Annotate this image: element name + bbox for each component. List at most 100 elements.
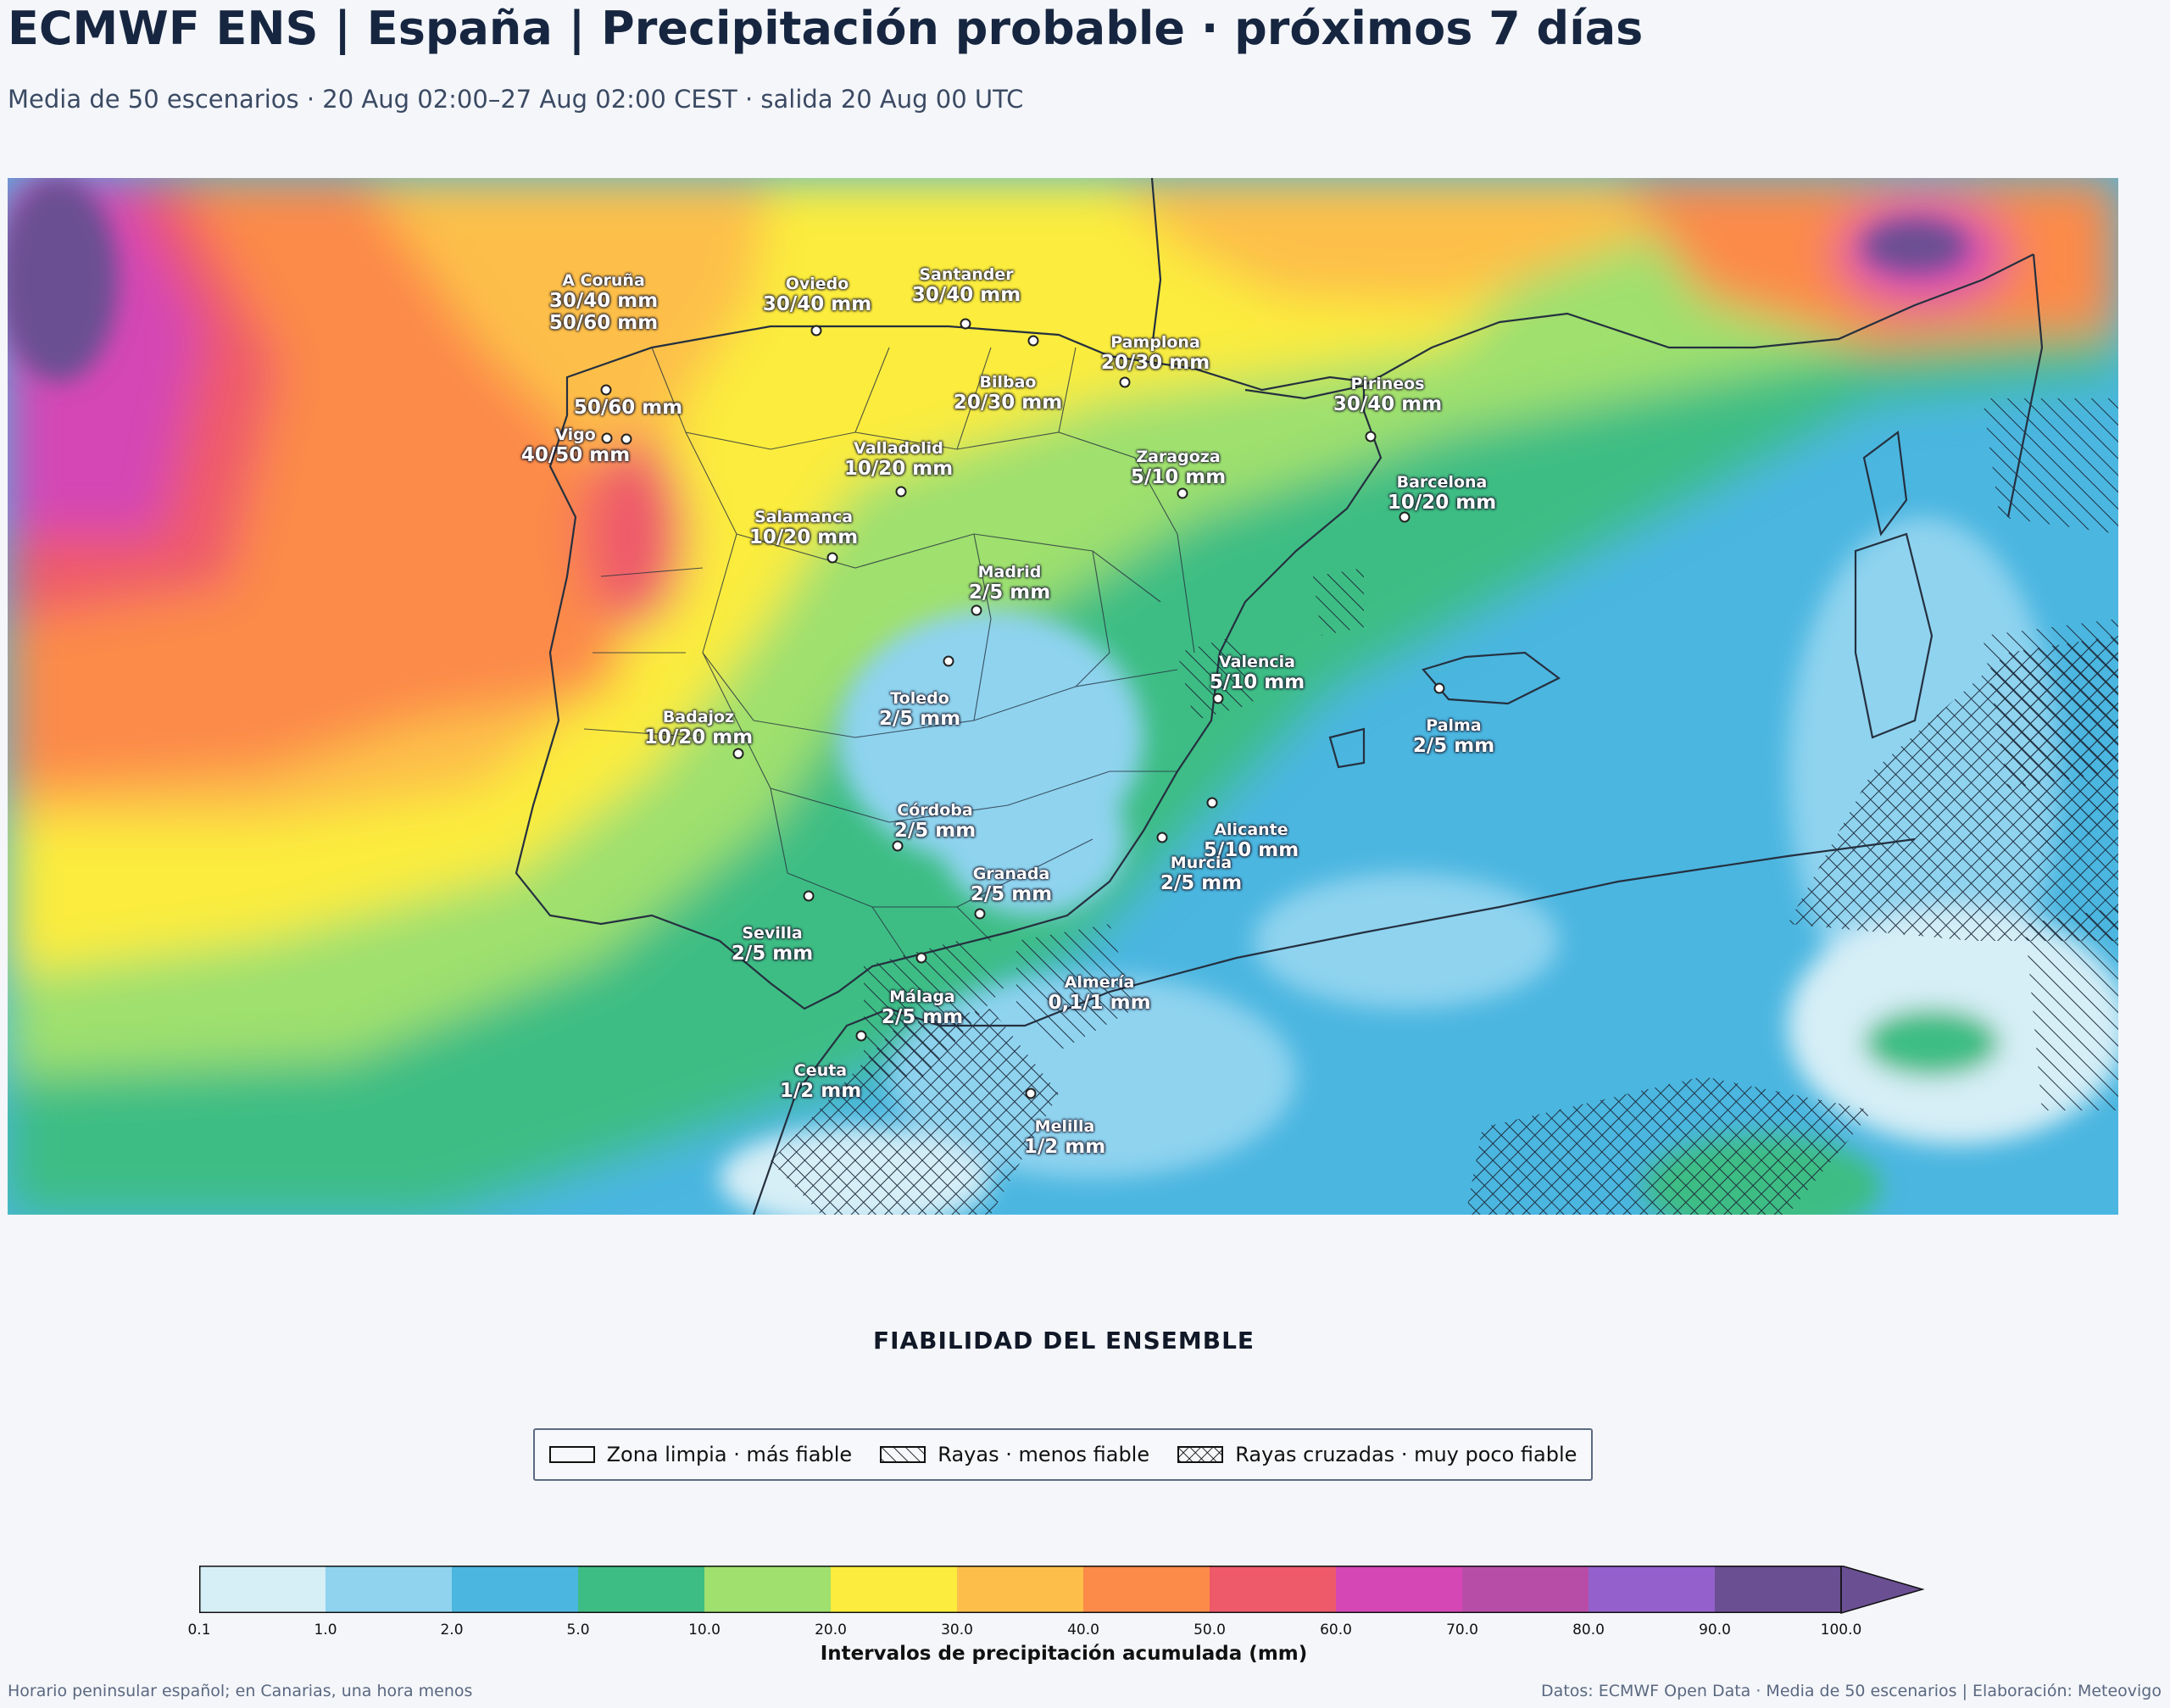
colorbar-tick-label: 5.0 — [566, 1622, 590, 1638]
city-dot-valencia[interactable] — [1212, 693, 1224, 704]
city-dot-sevilla[interactable] — [803, 890, 815, 902]
region-borders — [583, 347, 1195, 959]
colorbar-segment — [199, 1566, 326, 1613]
footer-note: Horario peninsular español; en Canarias,… — [8, 1682, 473, 1700]
city-label-pamplona: Pamplona 20/30 mm — [1100, 333, 1210, 374]
city-dot-vigo[interactable] — [601, 432, 613, 444]
city-dot-badajoz[interactable] — [732, 748, 744, 759]
page-subtitle: Media de 50 escenarios · 20 Aug 02:00–27… — [8, 85, 1024, 114]
city-dot-salamanca[interactable] — [826, 552, 838, 564]
city-dot-bilbao-coast[interactable] — [1027, 335, 1039, 347]
colorbar-segment — [1083, 1566, 1210, 1613]
coastlines — [515, 178, 2044, 1215]
city-label-madrid: Madrid 2/5 mm — [968, 563, 1051, 604]
city-dot-pirineos[interactable] — [1365, 431, 1377, 442]
clean-swatch-icon — [548, 1446, 595, 1463]
city-dot-granada[interactable] — [974, 908, 986, 920]
city-label-murcia: Murcia 2/5 mm — [1160, 854, 1243, 894]
colorbar-tick-label: 20.0 — [815, 1622, 847, 1638]
colorbar-tick-label: 30.0 — [941, 1622, 973, 1638]
city-dot-santander[interactable] — [960, 318, 971, 330]
colorbar-segment — [1715, 1566, 1841, 1613]
crosshatched-swatch-icon — [1177, 1446, 1224, 1463]
city-dot-oviedo[interactable] — [810, 325, 822, 337]
colorbar-tick-label: 10.0 — [688, 1622, 721, 1638]
city-label-melilla: Melilla 1/2 mm — [1023, 1117, 1106, 1158]
colorbar-segment — [1462, 1566, 1589, 1613]
city-label-almeria: Almería 0,1/1 mm — [1048, 973, 1151, 1014]
colorbar-segment — [704, 1566, 831, 1613]
city-label-valladolid: Valladolid 10/20 mm — [843, 439, 954, 480]
city-dot-melilla[interactable] — [1025, 1088, 1037, 1099]
colorbar-segment — [452, 1566, 578, 1613]
city-label-bilbao: Bilbao 20/30 mm — [953, 373, 1063, 414]
city-dot-palma[interactable] — [1433, 682, 1445, 694]
colorbar-segment — [1210, 1566, 1336, 1613]
legend-item-crosshatched: Rayas cruzadas · muy poco fiable — [1177, 1443, 1577, 1466]
city-dot-alicante[interactable] — [1206, 797, 1218, 809]
city-dot-ceuta[interactable] — [855, 1030, 867, 1042]
colorbar-segment — [578, 1566, 704, 1613]
colorbar-label: Intervalos de precipitación acumulada (m… — [820, 1643, 1308, 1665]
city-dot-cordoba[interactable] — [892, 840, 904, 852]
city-label-santander: Santander 30/40 mm — [911, 265, 1021, 306]
footer-credits: Datos: ECMWF Open Data · Media de 50 esc… — [1541, 1682, 2162, 1700]
city-dot-malaga[interactable] — [915, 952, 927, 964]
city-label-salamanca: Salamanca 10/20 mm — [748, 508, 859, 548]
city-label-ceuta: Ceuta 1/2 mm — [779, 1061, 862, 1102]
city-dot-vigo-2[interactable] — [620, 433, 632, 445]
city-label-sevilla: Sevilla 2/5 mm — [731, 924, 814, 965]
colorbar-tick-label: 100.0 — [1820, 1622, 1862, 1638]
city-label-pirineos: Pirineos 30/40 mm — [1333, 375, 1443, 415]
colorbar — [199, 1566, 1925, 1614]
city-label-valencia: Valencia 5/10 mm — [1209, 653, 1305, 693]
city-label-palma: Palma 2/5 mm — [1412, 716, 1495, 757]
city-dot-pamplona[interactable] — [1119, 376, 1131, 388]
colorbar-tick-label: 50.0 — [1194, 1622, 1226, 1638]
crosshatched-very-low-reliability — [771, 636, 2118, 1215]
colorbar-segment — [831, 1566, 957, 1613]
city-label-cordoba: Córdoba 2/5 mm — [893, 801, 976, 842]
legend-item-hatched: Rayas · menos fiable — [880, 1443, 1149, 1466]
city-label-malaga: Málaga 2/5 mm — [881, 988, 964, 1028]
colorbar-frame — [199, 1566, 1842, 1613]
city-dot-barcelona[interactable] — [1399, 511, 1410, 523]
colorbar-tick-label: 80.0 — [1572, 1622, 1605, 1638]
city-label-granada: Granada 2/5 mm — [970, 865, 1053, 905]
colorbar-tick-label: 1.0 — [314, 1622, 337, 1638]
city-label-toledo: Toledo 2/5 mm — [878, 689, 961, 730]
city-dot-madrid[interactable] — [971, 604, 982, 616]
precipitation-map[interactable]: A Coruña 30/40 mm 50/60 mm Oviedo 30/40 mm … — [8, 178, 2118, 1215]
legend-label-clean: Zona limpia · más fiable — [606, 1443, 853, 1466]
city-dot-a-coruna[interactable] — [600, 384, 612, 396]
colorbar-segment — [1589, 1566, 1715, 1613]
city-dot-valladolid[interactable] — [895, 486, 907, 498]
page-title: ECMWF ENS | España | Precipitación proba… — [8, 2, 1644, 55]
colorbar-tick-label: 2.0 — [440, 1622, 464, 1638]
legend-label-hatched: Rayas · menos fiable — [938, 1443, 1150, 1466]
legend-label-crosshatched: Rayas cruzadas · muy poco fiable — [1235, 1443, 1577, 1466]
city-dot-murcia[interactable] — [1156, 832, 1168, 843]
colorbar-segment — [326, 1566, 452, 1613]
precipitation-field — [8, 178, 2118, 1215]
colorbar-tick-label: 0.1 — [187, 1622, 211, 1638]
city-label-badajoz: Badajoz 10/20 mm — [643, 708, 754, 748]
legend-item-clean: Zona limpia · más fiable — [548, 1443, 853, 1466]
city-dot-toledo[interactable] — [943, 655, 954, 667]
colorbar-tick-label: 40.0 — [1067, 1622, 1099, 1638]
city-label-galicia-coast: 50/60 mm — [573, 397, 683, 419]
city-label-vigo: Vigo 40/50 mm — [520, 426, 631, 466]
city-dot-zaragoza[interactable] — [1177, 487, 1188, 499]
colorbar-tick-label: 90.0 — [1699, 1622, 1731, 1638]
city-label-a-coruna: A Coruña 30/40 mm 50/60 mm — [548, 271, 659, 334]
city-label-oviedo: Oviedo 30/40 mm — [762, 275, 872, 315]
colorbar-tick-label: 70.0 — [1446, 1622, 1478, 1638]
colorbar-segment — [957, 1566, 1083, 1613]
reliability-title: FIABILIDAD DEL ENSEMBLE — [872, 1327, 1255, 1355]
colorbar-extend-arrow — [1840, 1566, 1925, 1614]
reliability-legend: Zona limpia · más fiable Rayas · menos f… — [533, 1428, 1593, 1481]
colorbar-segment — [1336, 1566, 1462, 1613]
colorbar-tick-label: 60.0 — [1320, 1622, 1352, 1638]
city-label-zaragoza: Zaragoza 5/10 mm — [1130, 448, 1227, 488]
city-label-alicante: Alicante 5/10 mm — [1203, 821, 1299, 861]
